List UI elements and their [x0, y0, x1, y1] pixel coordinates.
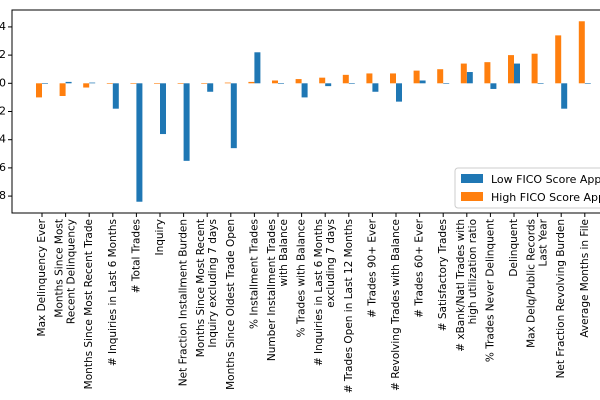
bar: [490, 83, 497, 89]
bar: [437, 69, 444, 84]
bar: [537, 83, 544, 84]
bar: [466, 72, 473, 84]
bar: [42, 83, 48, 84]
bar: [207, 83, 214, 92]
legend-swatch: [461, 174, 483, 183]
bar: [130, 83, 137, 84]
legend-label: High FICO Score Applicants: [491, 191, 600, 204]
y-tick-label: 0.2: [0, 48, 6, 61]
x-tick-label: # Trades 60+ Ever: [414, 218, 426, 317]
x-tick-label: # Trades 90+ Ever: [366, 218, 378, 317]
bar: [484, 62, 491, 84]
legend-box: [454, 167, 600, 209]
x-tick-label: Net Fraction Installment Burden: [178, 219, 190, 386]
bar: [396, 83, 402, 102]
bar: [372, 83, 379, 92]
x-tick-label: # Revolving Trades with Balance: [390, 219, 402, 391]
plot-frame: [11, 9, 600, 214]
x-tick-label: Number Installment Tradeswith Balance: [266, 219, 290, 361]
bar: [106, 83, 113, 84]
bar: [201, 83, 208, 84]
bar: [508, 55, 514, 84]
y-tick-label: -0.8: [0, 189, 6, 202]
x-tick-label: % Trades with Balance: [296, 219, 308, 337]
x-tick-label: # Inquiries in Last 6 Months: [107, 219, 119, 366]
x-tick-label: Inquiry: [154, 219, 166, 256]
legend-label: Low FICO Score Applicants: [491, 173, 600, 186]
bar: [443, 83, 450, 84]
bar: [59, 83, 66, 96]
bar: [578, 21, 585, 84]
y-tick-label: 0.4: [0, 20, 6, 33]
bar: [112, 83, 119, 109]
bar: [230, 83, 237, 149]
x-tick-label: Average Months in File: [579, 219, 591, 338]
bar: [348, 83, 355, 84]
x-tick-label: Months Since Oldest Trade Open: [225, 219, 237, 390]
x-tick-label: # Total Trades: [130, 219, 142, 293]
bar: [419, 80, 426, 84]
x-tick-label: Months Since Most Recent Trade: [83, 219, 95, 389]
bar: [325, 83, 332, 87]
bar: [390, 73, 396, 84]
x-tick-label: Max Delq/Public RecordsLast Year: [526, 218, 550, 348]
bar: [561, 83, 568, 109]
bar: [177, 83, 184, 84]
y-tick-label: -0.2: [0, 105, 6, 118]
x-tick-label: # Inquiries in Last 6 Monthsexcluding 7 …: [313, 219, 337, 366]
bar: [65, 81, 72, 84]
y-tick-label: -0.6: [0, 161, 6, 174]
x-tick-label: # xBank/Natl Trades withhigh utilization…: [455, 219, 479, 352]
x-tick-label: Months Since MostRecent Delinquency: [54, 219, 78, 324]
x-tick-label: % Trades Never Delinquent: [484, 219, 496, 362]
bar: [83, 83, 90, 88]
bar: [342, 74, 349, 84]
x-tick-label: Net Fraction Revolving Burden: [555, 219, 567, 378]
x-tick-label: Months Since Most RecentInquiry excludin…: [195, 219, 219, 357]
x-tick-label: Delinquent: [508, 219, 520, 277]
x-tick-label: # Satisfactory Trades: [437, 219, 449, 331]
bar: [36, 83, 42, 98]
bar: [254, 52, 261, 84]
legend-swatch: [461, 192, 483, 201]
x-tick-label: Max Delinquency Ever: [36, 218, 48, 336]
bar: [278, 83, 284, 84]
x-tick-label: % Installment Trades: [248, 219, 260, 329]
bar: [248, 81, 255, 84]
bar: [136, 83, 143, 202]
bar: [460, 63, 467, 84]
bar: [584, 83, 591, 84]
y-tick-label: -0.4: [0, 133, 6, 146]
bar: [366, 73, 373, 84]
bar: [272, 80, 278, 84]
bar: [224, 82, 231, 84]
bar: [160, 83, 166, 135]
bar: [301, 83, 308, 98]
bar: [531, 53, 538, 84]
y-tick-label: 0.0: [0, 76, 6, 89]
bar: [89, 82, 96, 84]
x-tick-label: # Trades Open in Last 12 Months: [343, 219, 355, 393]
bar: [319, 77, 326, 84]
bar: [413, 70, 420, 84]
bar: [154, 83, 160, 84]
bar: [183, 83, 190, 161]
bar: [555, 35, 562, 84]
bar: [295, 79, 302, 84]
bar: [514, 63, 520, 84]
